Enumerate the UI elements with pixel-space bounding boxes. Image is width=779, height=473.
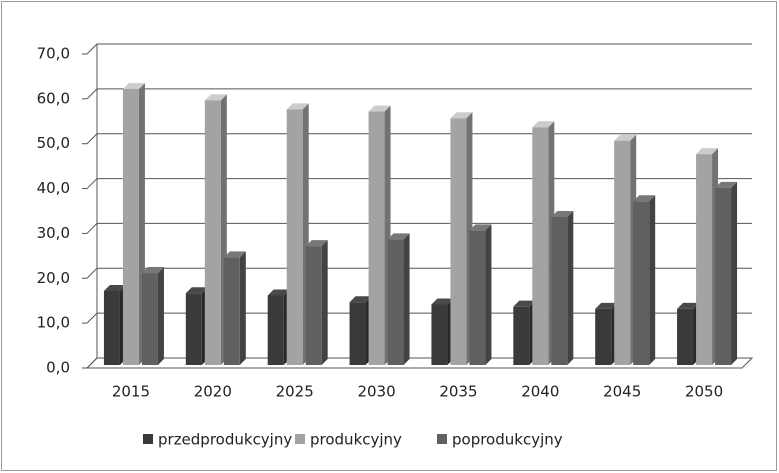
- bar-top: [431, 298, 454, 305]
- bar: [368, 111, 385, 365]
- bar: [387, 239, 404, 365]
- x-tick-label: 2035: [439, 383, 477, 401]
- x-tick-label: 2025: [276, 383, 314, 401]
- x-tick-label: 2045: [603, 383, 641, 401]
- bar-top: [677, 302, 700, 309]
- legend-swatch: [295, 434, 305, 444]
- bar: [431, 304, 448, 365]
- grid-line: [86, 88, 752, 100]
- y-tick-label: 50,0: [37, 134, 70, 152]
- bar: [185, 293, 202, 365]
- bar-top: [141, 267, 164, 274]
- x-tick-label: 2030: [357, 383, 395, 401]
- bar-top: [223, 251, 246, 258]
- bar-top: [469, 224, 492, 231]
- y-tick-label: 0,0: [46, 359, 70, 377]
- bar: [305, 246, 322, 365]
- grid-line: [86, 43, 752, 55]
- bar: [103, 290, 120, 365]
- legend-swatch: [437, 434, 447, 444]
- bar: [532, 127, 549, 365]
- bar: [267, 295, 284, 365]
- legend-label: przedprodukcyjny: [158, 431, 292, 449]
- bar-side: [403, 233, 410, 365]
- bar-top: [185, 287, 208, 294]
- bar-top: [387, 233, 410, 240]
- bar: [633, 201, 650, 365]
- bar-side: [239, 251, 246, 365]
- bar-top: [715, 181, 738, 188]
- y-tick-label: 40,0: [37, 179, 70, 197]
- bar-side: [731, 181, 738, 365]
- x-tick-label: 2015: [112, 383, 150, 401]
- bar-top: [532, 121, 555, 128]
- bar: [349, 302, 366, 365]
- bar-top: [286, 103, 309, 110]
- bar-top: [696, 148, 719, 155]
- bar-top: [122, 83, 145, 90]
- bar-top: [614, 134, 637, 141]
- bar-top: [450, 112, 473, 119]
- bar: [677, 308, 694, 365]
- bar: [696, 154, 713, 365]
- bar: [614, 140, 631, 365]
- bar-side: [485, 224, 492, 365]
- legend-label: produkcyjny: [310, 431, 402, 449]
- bar: [450, 118, 467, 366]
- bar-top: [368, 105, 391, 112]
- bar-top: [633, 195, 656, 202]
- y-tick-label: 60,0: [37, 89, 70, 107]
- bar: [204, 100, 221, 365]
- bar-side: [567, 210, 574, 365]
- bar-top: [513, 300, 536, 307]
- bar-side: [157, 267, 164, 365]
- bar: [141, 273, 158, 365]
- bar-top: [204, 94, 227, 101]
- y-tick-label: 70,0: [37, 45, 70, 63]
- y-tick-label: 20,0: [37, 269, 70, 287]
- bar-side: [321, 240, 328, 365]
- x-tick-label: 2020: [194, 383, 232, 401]
- bar: [715, 187, 732, 365]
- legend-swatch: [143, 434, 153, 444]
- bar-top: [103, 284, 126, 291]
- x-tick-label: 2050: [685, 383, 723, 401]
- bar: [122, 89, 139, 365]
- y-tick-label: 30,0: [37, 224, 70, 242]
- bar-top: [551, 210, 574, 217]
- bar: [469, 230, 486, 365]
- bar: [551, 216, 568, 365]
- bar: [595, 308, 612, 365]
- y-tick-label: 10,0: [37, 314, 70, 332]
- x-tick-label: 2040: [521, 383, 559, 401]
- bar: [286, 109, 303, 365]
- legend-label: poprodukcyjny: [452, 431, 563, 449]
- bar-top: [305, 240, 328, 247]
- bar: [223, 257, 240, 365]
- bar-top: [349, 296, 372, 303]
- bar-side: [649, 195, 656, 365]
- bar-top: [595, 302, 618, 309]
- bar-top: [267, 289, 290, 296]
- bar: [513, 306, 530, 365]
